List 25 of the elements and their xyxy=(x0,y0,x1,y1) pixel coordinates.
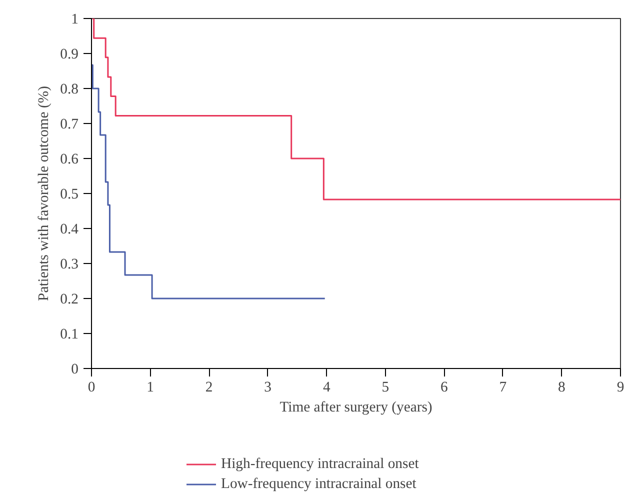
x-tick-label: 0 xyxy=(88,380,96,396)
x-tick-label: 5 xyxy=(382,380,390,396)
legend-label: Low-frequency intracrainal onset xyxy=(221,476,416,492)
x-tick-label: 3 xyxy=(264,380,272,396)
x-tick-label: 6 xyxy=(440,380,448,396)
x-tick-label: 7 xyxy=(499,380,507,396)
x-tick-label: 8 xyxy=(558,380,566,396)
y-tick-label: 0.3 xyxy=(60,256,79,272)
y-tick-label: 0.1 xyxy=(60,326,79,342)
y-tick-label: 1 xyxy=(71,12,78,28)
legend-label: High-frequency intracrainal onset xyxy=(221,456,419,472)
x-tick-label: 9 xyxy=(616,380,624,396)
x-axis-title: Time after surgery (years) xyxy=(280,400,432,416)
y-tick-label: 0.8 xyxy=(60,82,79,98)
y-tick-label: 0.2 xyxy=(60,292,79,308)
y-tick-label: 0.6 xyxy=(60,152,79,168)
y-tick-label: 0.9 xyxy=(60,46,79,62)
y-tick-label: 0 xyxy=(71,362,78,378)
y-axis-title: Patients with favorable outcome (%) xyxy=(36,86,52,301)
y-tick-label: 0.7 xyxy=(60,116,79,132)
y-tick-label: 0.5 xyxy=(60,186,79,202)
x-tick-label: 4 xyxy=(322,380,331,396)
x-tick-label: 1 xyxy=(146,380,154,396)
y-tick-label: 0.4 xyxy=(60,222,80,238)
x-tick-label: 2 xyxy=(205,380,213,396)
